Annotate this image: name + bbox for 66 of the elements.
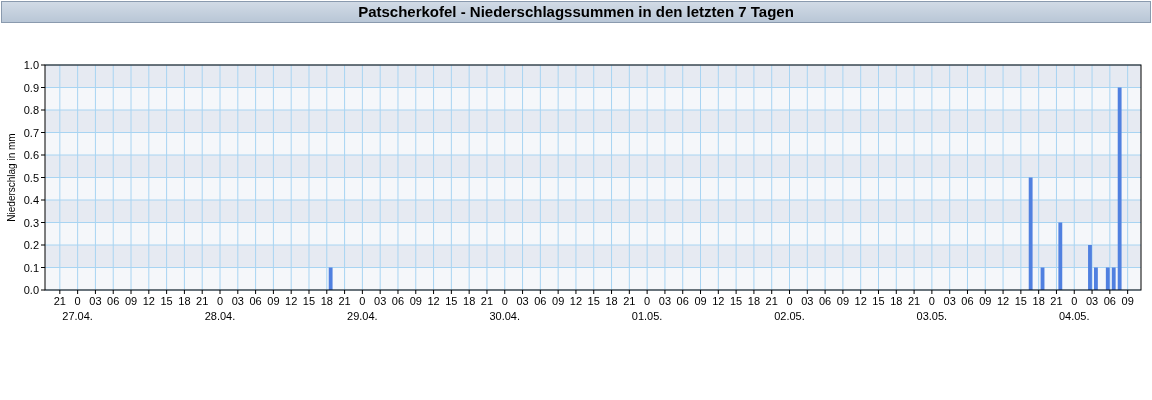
x-tick-label: 21 xyxy=(623,295,636,307)
x-tick-label: 15 xyxy=(872,295,885,307)
x-tick-label: 21 xyxy=(196,295,209,307)
x-tick-label: 18 xyxy=(463,295,476,307)
y-tick-label: 0.7 xyxy=(23,126,39,139)
x-tick-label: 06 xyxy=(534,295,547,307)
x-tick-label: 15 xyxy=(160,295,173,307)
x-tick-label: 06 xyxy=(961,295,974,307)
y-tick-label: 0.4 xyxy=(23,194,39,206)
x-tick-label: 09 xyxy=(552,295,565,307)
x-tick-label: 21 xyxy=(338,295,351,307)
x-tick-label: 21 xyxy=(907,295,921,307)
chart-title: Patscherkofel - Niederschlagssummen in den letzten 7 Tagen xyxy=(358,3,794,20)
x-tick-label: 03 xyxy=(1085,295,1099,307)
y-tick-label: 0.1 xyxy=(23,261,39,274)
x-tick-label: 06 xyxy=(676,295,689,307)
x-tick-label: 21 xyxy=(1050,295,1063,307)
x-tick-label: 18 xyxy=(605,295,618,307)
x-tick-label: 03 xyxy=(943,295,956,307)
y-tick-label: 0.2 xyxy=(23,239,39,251)
x-tick-label: 09 xyxy=(267,295,280,307)
x-tick-label: 21 xyxy=(53,295,66,307)
x-tick-label: 21 xyxy=(480,295,494,307)
x-tick-label: 09 xyxy=(979,295,992,307)
x-tick-label: 12 xyxy=(142,295,155,307)
x-tick-label: 21 xyxy=(765,295,778,307)
y-axis-title: Niederschlag in mm xyxy=(6,133,17,222)
y-tick-label: 1.0 xyxy=(23,59,39,71)
x-tick-label: 15 xyxy=(1014,295,1027,307)
y-tick-label: 0.5 xyxy=(23,171,39,184)
y-tick-label: 0.3 xyxy=(23,216,39,229)
x-tick-label: 06 xyxy=(818,295,832,307)
x-tick-label: 09 xyxy=(124,295,138,307)
x-tick-label: 09 xyxy=(409,295,422,307)
x-tick-label: 15 xyxy=(729,295,743,307)
x-tick-label: 06 xyxy=(1103,295,1116,307)
x-tick-label: 18 xyxy=(747,295,761,307)
x-tick-label: 18 xyxy=(1032,295,1045,307)
x-tick-label: 12 xyxy=(285,295,298,307)
x-tick-label: 03 xyxy=(374,295,387,307)
x-tick-label: 12 xyxy=(854,295,867,307)
x-tick-label: 06 xyxy=(107,295,120,307)
x-tick-label: 03 xyxy=(231,295,244,307)
x-tick-label: 12 xyxy=(996,295,1010,307)
x-tick-label: 03 xyxy=(658,295,672,307)
y-tick-label: 0.6 xyxy=(23,149,39,161)
x-tick-label: 15 xyxy=(302,295,316,307)
x-tick-label: 12 xyxy=(427,295,440,307)
x-tick-label: 09 xyxy=(836,295,850,307)
x-tick-label: 03 xyxy=(516,295,529,307)
x-tick-label: 06 xyxy=(391,295,405,307)
x-tick-label: 18 xyxy=(890,295,903,307)
x-tick-label: 18 xyxy=(178,295,191,307)
x-tick-label: 09 xyxy=(694,295,707,307)
y-tick-label: 0.9 xyxy=(23,81,39,94)
x-tick-label: 18 xyxy=(320,295,333,307)
x-tick-label: 06 xyxy=(249,295,262,307)
x-tick-label: 12 xyxy=(712,295,725,307)
x-tick-label: 12 xyxy=(569,295,583,307)
x-tick-label: 15 xyxy=(587,295,600,307)
x-tick-label: 03 xyxy=(89,295,102,307)
x-tick-label: 03 xyxy=(801,295,814,307)
x-tick-label: 15 xyxy=(445,295,458,307)
y-tick-label: 0.0 xyxy=(23,284,39,296)
y-tick-label: 0.8 xyxy=(23,104,39,116)
x-tick-label: 09 xyxy=(1121,295,1134,307)
